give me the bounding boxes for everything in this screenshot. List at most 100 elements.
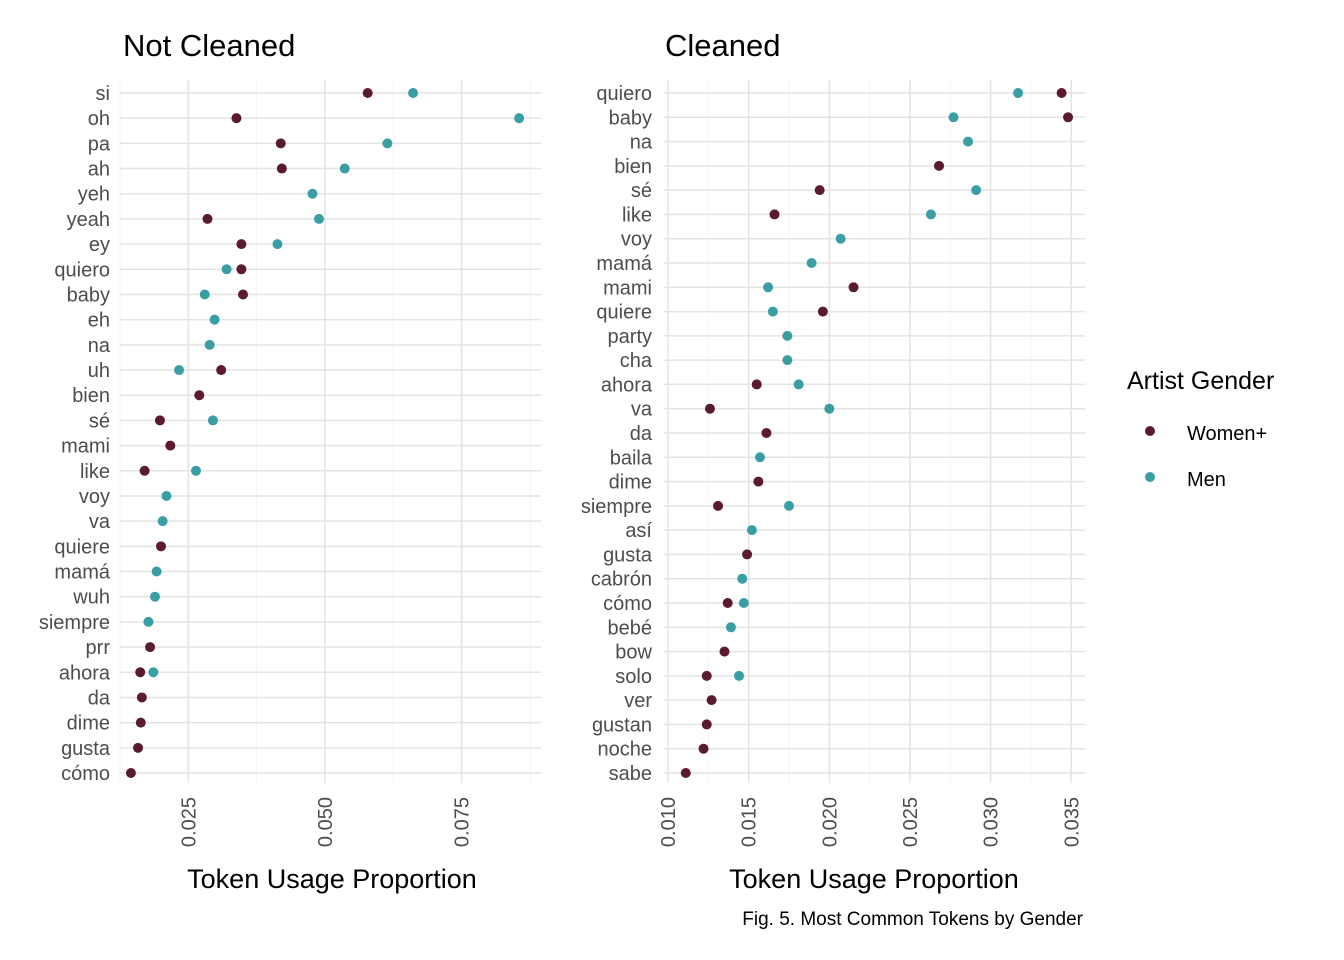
x-tick-label: 0.035 (1061, 797, 1083, 847)
y-tick-label: cha (620, 350, 653, 372)
point-women (706, 695, 717, 706)
y-tick-label: uh (88, 360, 110, 382)
point-women (133, 742, 144, 753)
legend-label-women: Women+ (1187, 423, 1267, 445)
point-men (382, 138, 393, 149)
point-women (680, 768, 691, 778)
point-women (753, 476, 764, 487)
point-men (737, 573, 748, 584)
point-women (722, 598, 733, 608)
point-women (231, 113, 242, 124)
x-tick-label: 0.010 (658, 797, 680, 847)
y-tick-label: mamá (596, 253, 652, 275)
figure-caption: Fig. 5. Most Common Tokens by Gender (742, 909, 1083, 930)
point-women (216, 365, 227, 376)
point-women (817, 306, 828, 317)
y-tick-label: quiero (596, 83, 652, 105)
point-men (738, 598, 749, 608)
point-men (174, 365, 185, 376)
point-men (925, 209, 936, 220)
y-tick-label: va (631, 399, 653, 421)
gridlines (664, 80, 1085, 783)
point-men (408, 88, 419, 98)
point-women (238, 289, 249, 300)
point-men (948, 112, 959, 123)
point-men (767, 306, 778, 317)
point-women (769, 209, 780, 220)
point-men (782, 330, 793, 341)
y-tick-label: cabrón (591, 569, 652, 591)
y-tick-label: cómo (61, 763, 110, 785)
point-men (746, 525, 757, 536)
y-tick-label: dime (67, 713, 110, 735)
point-women (194, 390, 205, 401)
point-men (784, 500, 795, 511)
y-tick-label: baby (609, 107, 652, 129)
point-women (1063, 112, 1074, 123)
y-tick-label: da (630, 423, 653, 445)
point-men (782, 355, 793, 366)
legend-label-men: Men (1187, 469, 1226, 491)
x-axis-label: Token Usage Proportion (729, 864, 1019, 894)
point-women (275, 138, 286, 149)
point-women (135, 717, 146, 728)
point-men (806, 258, 817, 268)
y-tick-label: siempre (39, 612, 110, 634)
point-men (763, 282, 774, 293)
x-tick-label: 0.030 (981, 797, 1003, 847)
point-women (701, 719, 712, 730)
x-tick-labels: 0.025 0.050 0.075 (178, 797, 473, 847)
y-tick-label: sé (631, 180, 652, 202)
point-women (154, 415, 165, 426)
point-women (156, 541, 167, 552)
x-tick-labels: 0.010 0.015 0.020 0.025 0.030 0.035 (658, 797, 1083, 847)
point-women (135, 667, 146, 678)
y-tick-label: yeah (67, 209, 110, 231)
y-tick-label: siempre (581, 496, 652, 518)
point-men (339, 163, 350, 174)
point-women (136, 692, 147, 703)
point-women (362, 88, 373, 98)
data-points (125, 88, 525, 778)
x-tick-label: 0.050 (315, 797, 337, 847)
point-men (161, 490, 172, 501)
x-tick-label: 0.025 (900, 797, 922, 847)
y-tick-label: gusta (61, 738, 111, 760)
y-tick-label: sabe (609, 763, 652, 785)
y-tick-label: quiere (54, 536, 110, 558)
y-tick-label: baila (610, 447, 653, 469)
y-tick-label: pa (88, 133, 111, 155)
point-women (814, 185, 825, 196)
y-tick-label: mami (603, 277, 652, 299)
point-men (143, 616, 154, 627)
point-men (204, 339, 215, 350)
point-women (125, 768, 136, 778)
y-tick-label: eh (88, 310, 110, 332)
point-men (151, 566, 162, 577)
point-women (719, 646, 730, 657)
y-tick-label: oh (88, 108, 110, 130)
x-tick-label: 0.015 (739, 797, 761, 847)
point-women (276, 163, 287, 174)
point-women (704, 403, 715, 414)
y-tick-label: voy (79, 486, 110, 508)
point-men (199, 289, 210, 300)
y-tick-label: gustan (592, 714, 652, 736)
y-tick-label: dime (609, 472, 652, 494)
point-men (793, 379, 804, 390)
x-tick-label: 0.020 (819, 797, 841, 847)
point-men (307, 188, 318, 199)
y-tick-label: mami (61, 436, 110, 458)
y-tick-label: like (622, 204, 652, 226)
point-men (221, 264, 232, 275)
point-women (934, 160, 945, 171)
y-tick-label: quiere (596, 302, 652, 324)
point-women (701, 670, 712, 681)
legend: Artist Gender Women+ Men (1127, 367, 1274, 491)
y-tick-label: na (630, 132, 653, 154)
y-tick-label: yeh (78, 184, 110, 206)
point-men (971, 185, 982, 196)
y-tick-label: bien (614, 156, 652, 178)
